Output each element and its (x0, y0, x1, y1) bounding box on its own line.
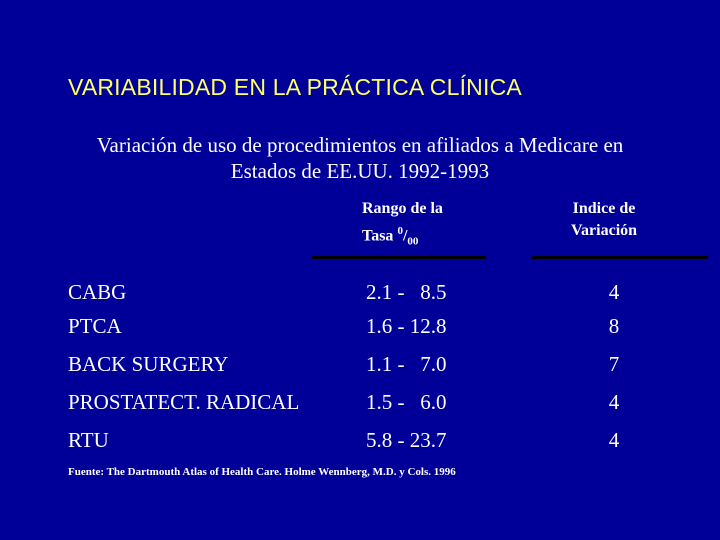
variation-index: 4 (608, 428, 620, 452)
header-rule-rango (312, 256, 486, 259)
variation-index: 7 (608, 352, 620, 376)
rango-header-sup: 0 (397, 225, 403, 237)
variation-index: 4 (608, 390, 620, 414)
rate-range: 1.1 - 7.0 (366, 352, 447, 376)
table-row: BACK SURGERY 1.1 - 7.0 7 (0, 352, 720, 382)
rate-range: 5.8 - 23.7 (366, 428, 447, 452)
rate-range: 2.1 - 8.5 (366, 280, 447, 304)
table-row: CABG 2.1 - 8.5 4 (0, 280, 720, 310)
subtitle-line-2: Estados de EE.UU. 1992-1993 (230, 159, 490, 183)
rate-range: 1.6 - 12.8 (366, 314, 447, 338)
procedure-name: PTCA (68, 314, 122, 338)
procedure-name: CABG (68, 280, 127, 304)
rate-range: 1.5 - 6.0 (366, 390, 447, 414)
column-header-indice: Indice de Variación (540, 198, 668, 242)
header-rule-indice (532, 256, 708, 259)
source-note: Fuente: The Dartmouth Atlas of Health Ca… (68, 466, 456, 478)
indice-header-line-1: Indice de (572, 200, 636, 217)
table-row: RTU 5.8 - 23.7 4 (0, 428, 720, 458)
rango-header-sub: 00 (407, 235, 419, 248)
procedure-name: PROSTATECT. RADICAL (68, 390, 300, 414)
subtitle-line-1: Variación de uso de procedimientos en af… (96, 133, 624, 157)
rango-header-tasa: Tasa (362, 227, 398, 245)
indice-header-line-2: Variación (570, 222, 638, 239)
rango-header-slash: / (402, 227, 408, 245)
variation-index: 4 (608, 280, 620, 304)
procedure-name: RTU (68, 428, 109, 452)
column-header-rango: Rango de la Tasa 0/00 (362, 198, 443, 253)
rango-header-line-1: Rango de la (362, 200, 443, 217)
variation-index: 8 (608, 314, 620, 338)
slide-title: VARIABILIDAD EN LA PRÁCTICA CLÍNICA (68, 74, 522, 100)
slide-subtitle: Variación de uso de procedimientos en af… (20, 132, 700, 184)
table-row: PROSTATECT. RADICAL 1.5 - 6.0 4 (0, 390, 720, 420)
table-row: PTCA 1.6 - 12.8 8 (0, 314, 720, 344)
procedure-name: BACK SURGERY (68, 352, 229, 376)
rango-header-line-2: Tasa 0/00 (362, 220, 443, 253)
